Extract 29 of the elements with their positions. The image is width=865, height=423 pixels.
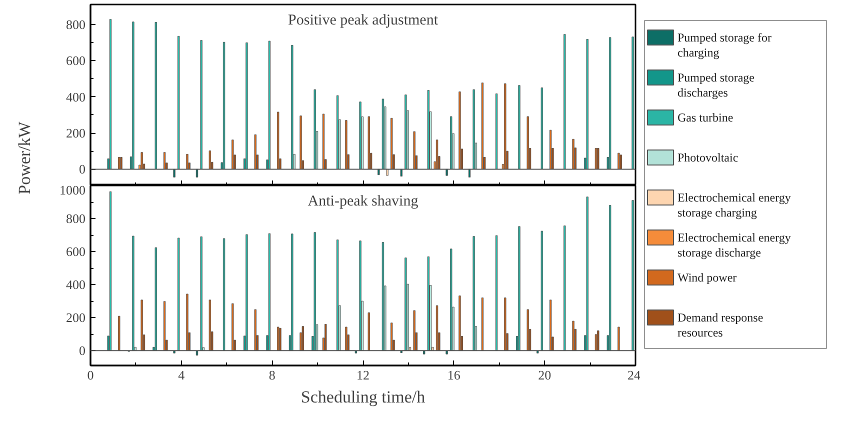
y-axis-title: Power/kW [15, 120, 34, 194]
y-tick-label: 200 [66, 126, 86, 141]
legend-label: Demand response resources [678, 310, 764, 340]
x-tick-label: 8 [268, 368, 276, 382]
legend-label: Electrochemical energy storage charging [678, 190, 791, 220]
x-tick-label: 4 [178, 368, 186, 382]
x-axis-title: Scheduling time/h [300, 388, 426, 406]
x-tick-label: 16 [447, 368, 461, 382]
y-tick-label: 400 [66, 277, 86, 292]
y-tick-label: 1000 [60, 182, 86, 198]
x-tick-label: 20 [538, 368, 552, 382]
y-tick-label: 600 [66, 53, 86, 68]
legend-label: Wind power [678, 270, 737, 284]
x-tick-label: 24 [628, 368, 641, 382]
y-tick-label: 800 [66, 211, 86, 226]
y-tick-label: 400 [66, 89, 86, 104]
legend-label: Photovoltaic [678, 150, 738, 164]
y-tick-label: 0 [79, 162, 86, 177]
y-tick-label: 200 [66, 310, 86, 326]
legend-label: Gas turbine [678, 110, 734, 124]
x-tick-label: 12 [356, 368, 370, 382]
legend-label: Electrochemical energy storage discharge [678, 230, 791, 260]
y-tick-label: 800 [66, 16, 86, 32]
legend-label: Pumped storage for charging [678, 30, 772, 60]
text: Positive peak adjustment [288, 12, 439, 28]
text: Anti-peak shaving [308, 194, 419, 210]
y-tick-label: 0 [79, 343, 86, 358]
y-tick-label: 600 [66, 244, 86, 260]
legend-label: Pumped storage discharges [678, 70, 754, 100]
